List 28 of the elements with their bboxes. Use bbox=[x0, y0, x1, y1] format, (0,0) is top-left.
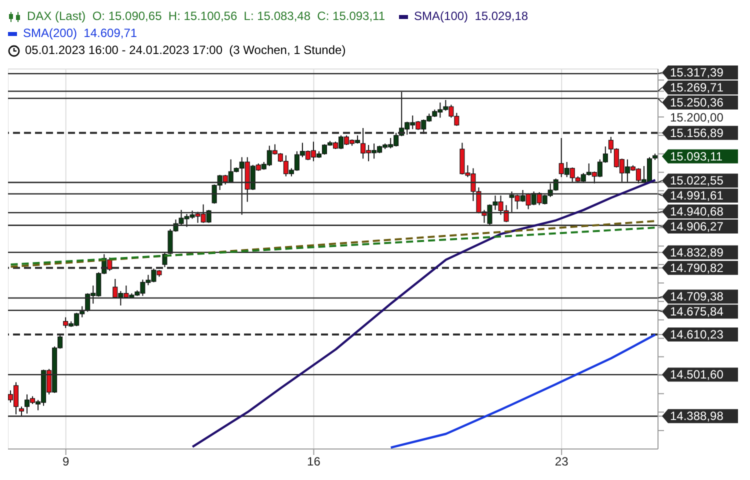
y-tick-label: 15.269,71 bbox=[670, 80, 724, 95]
y-tick-label: 14.906,27 bbox=[670, 219, 724, 234]
y-tick-label: 14.790,82 bbox=[670, 260, 724, 275]
y-tick-label: 14.991,61 bbox=[670, 188, 724, 203]
y-tick-label: 15.250,36 bbox=[670, 96, 724, 110]
y-tick-label: 14.709,38 bbox=[670, 290, 724, 304]
y-tick-label: 15.317,39 bbox=[670, 66, 724, 80]
y-tick-label: 14.940,68 bbox=[670, 204, 724, 218]
text: 15.093,11 bbox=[670, 149, 723, 164]
y-tick-label: 14.675,84 bbox=[670, 304, 724, 319]
line-series bbox=[390, 334, 656, 449]
y-tick-label: 14.610,23 bbox=[670, 328, 724, 342]
line-series bbox=[191, 178, 656, 448]
y-tick-label: 14.832,89 bbox=[670, 245, 724, 260]
y-tick-label: 14.501,60 bbox=[670, 368, 724, 382]
y-tick-label: 14.388,98 bbox=[670, 409, 724, 424]
legend-label: SMA(100) 15.029,18 bbox=[414, 8, 528, 25]
legend-label: SMA(200) 14.609,71 bbox=[23, 25, 138, 42]
candlestick bbox=[162, 252, 168, 268]
chart-subtitle: 05.01.2023 16:00 - 24.01.2023 17:00 (3 Wochen, 1 Stunde) bbox=[25, 42, 346, 59]
chart-title: DAX (Last) O: 15.090,65 H: 15.100,56 L: 15.083,48 C: 15.093,11 bbox=[27, 8, 386, 25]
y-tick-label: 15.022,55 bbox=[670, 174, 724, 188]
x-tick-label: 9 bbox=[62, 454, 70, 469]
x-tick-label: 23 bbox=[554, 454, 569, 469]
x-tick-label: 16 bbox=[307, 454, 321, 469]
y-tick-label: 15.156,89 bbox=[670, 126, 724, 140]
y-tick-label: 15.200,00 bbox=[670, 110, 724, 125]
candlestick bbox=[19, 406, 24, 417]
